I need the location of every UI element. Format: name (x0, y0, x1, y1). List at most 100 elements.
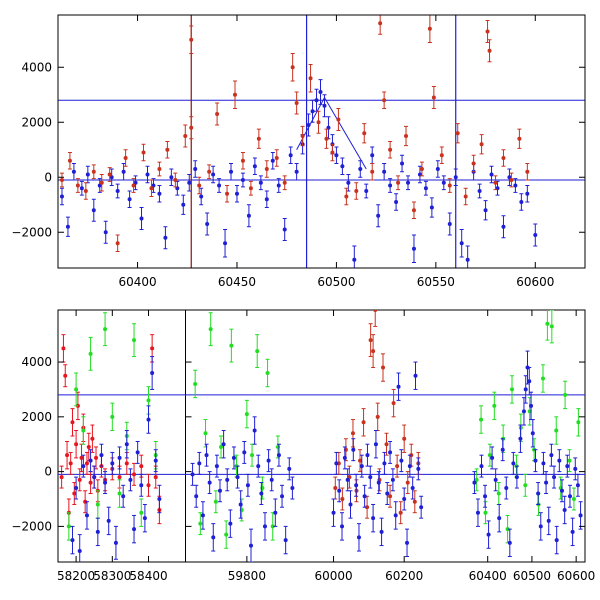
data-point (194, 494, 199, 499)
data-point (423, 186, 428, 191)
data-point (400, 161, 405, 166)
data-point (146, 483, 151, 488)
data-point (536, 491, 541, 496)
data-point (402, 436, 407, 441)
data-point (471, 161, 476, 166)
data-point (378, 21, 383, 26)
data-point (225, 477, 230, 482)
data-point (214, 464, 219, 469)
y-tick-label: 4000 (21, 355, 52, 369)
data-point (150, 346, 155, 351)
x-tick-label: 60400 (469, 569, 507, 583)
data-point (356, 535, 361, 540)
data-point (84, 461, 89, 466)
data-point (514, 475, 519, 480)
data-point (390, 477, 395, 482)
data-point (74, 387, 79, 392)
data-point (483, 510, 488, 515)
data-point (66, 524, 71, 529)
data-point (250, 453, 255, 458)
y-tick-label: 2000 (21, 410, 52, 424)
data-point (479, 417, 484, 422)
data-point (72, 491, 77, 496)
data-point (505, 527, 510, 532)
data-point (121, 169, 126, 174)
data-point (59, 194, 64, 199)
data-point (382, 98, 387, 103)
data-point (139, 483, 144, 488)
data-point (273, 510, 278, 515)
data-point (81, 428, 86, 433)
data-point (276, 183, 281, 188)
data-point (205, 222, 210, 226)
data-point (500, 447, 505, 452)
data-point (79, 455, 84, 460)
data-point (487, 48, 492, 53)
data-point (554, 538, 559, 543)
data-point (229, 343, 234, 348)
data-point (128, 477, 133, 482)
data-point (199, 194, 204, 199)
data-point (308, 76, 313, 81)
data-point (507, 175, 512, 180)
data-point (523, 387, 528, 392)
data-point (262, 524, 267, 529)
data-point (131, 183, 136, 188)
data-point (336, 117, 341, 122)
data-point (546, 518, 551, 523)
y-tick-label: 4000 (21, 60, 52, 74)
data-point (455, 131, 460, 136)
data-point (248, 186, 253, 191)
data-point (91, 208, 96, 213)
x-tick-label: 60500 (317, 275, 355, 289)
data-point (487, 453, 492, 458)
data-point (213, 499, 218, 504)
data-point (490, 455, 495, 460)
data-point (63, 373, 68, 378)
data-point (221, 442, 226, 447)
data-point (533, 458, 538, 463)
data-point (246, 213, 251, 218)
data-point (77, 477, 82, 482)
x-tick-label: 60550 (417, 275, 455, 289)
data-point (141, 150, 146, 155)
data-point (94, 455, 99, 460)
data-point (565, 464, 570, 469)
data-point (557, 458, 562, 463)
data-point (92, 475, 97, 480)
data-point (258, 180, 263, 185)
data-point (453, 175, 458, 180)
data-point (187, 180, 192, 185)
data-point (115, 189, 120, 193)
data-point (145, 172, 150, 177)
data-point (381, 365, 385, 370)
data-point (388, 450, 393, 455)
reference-lines (58, 15, 585, 268)
data-point (340, 164, 345, 169)
data-point (382, 461, 387, 466)
data-point (388, 494, 393, 499)
data-point (575, 483, 580, 488)
data-point (61, 346, 66, 351)
data-point (376, 213, 381, 218)
data-point (245, 483, 250, 488)
data-point (103, 230, 108, 235)
data-point (235, 475, 240, 480)
data-point (340, 524, 345, 529)
data-point (388, 183, 393, 188)
series-0 (333, 310, 421, 525)
data-point (259, 491, 264, 496)
data-point (276, 453, 281, 458)
data-point (519, 200, 524, 204)
data-point (513, 183, 518, 188)
data-point (497, 516, 502, 521)
data-point (132, 527, 137, 532)
y-tick-label: −2000 (11, 225, 52, 239)
x-tick-label: 60000 (314, 569, 352, 583)
data-point (472, 480, 477, 485)
data-point (65, 224, 70, 229)
data-point (504, 486, 509, 491)
data-point (117, 491, 122, 496)
